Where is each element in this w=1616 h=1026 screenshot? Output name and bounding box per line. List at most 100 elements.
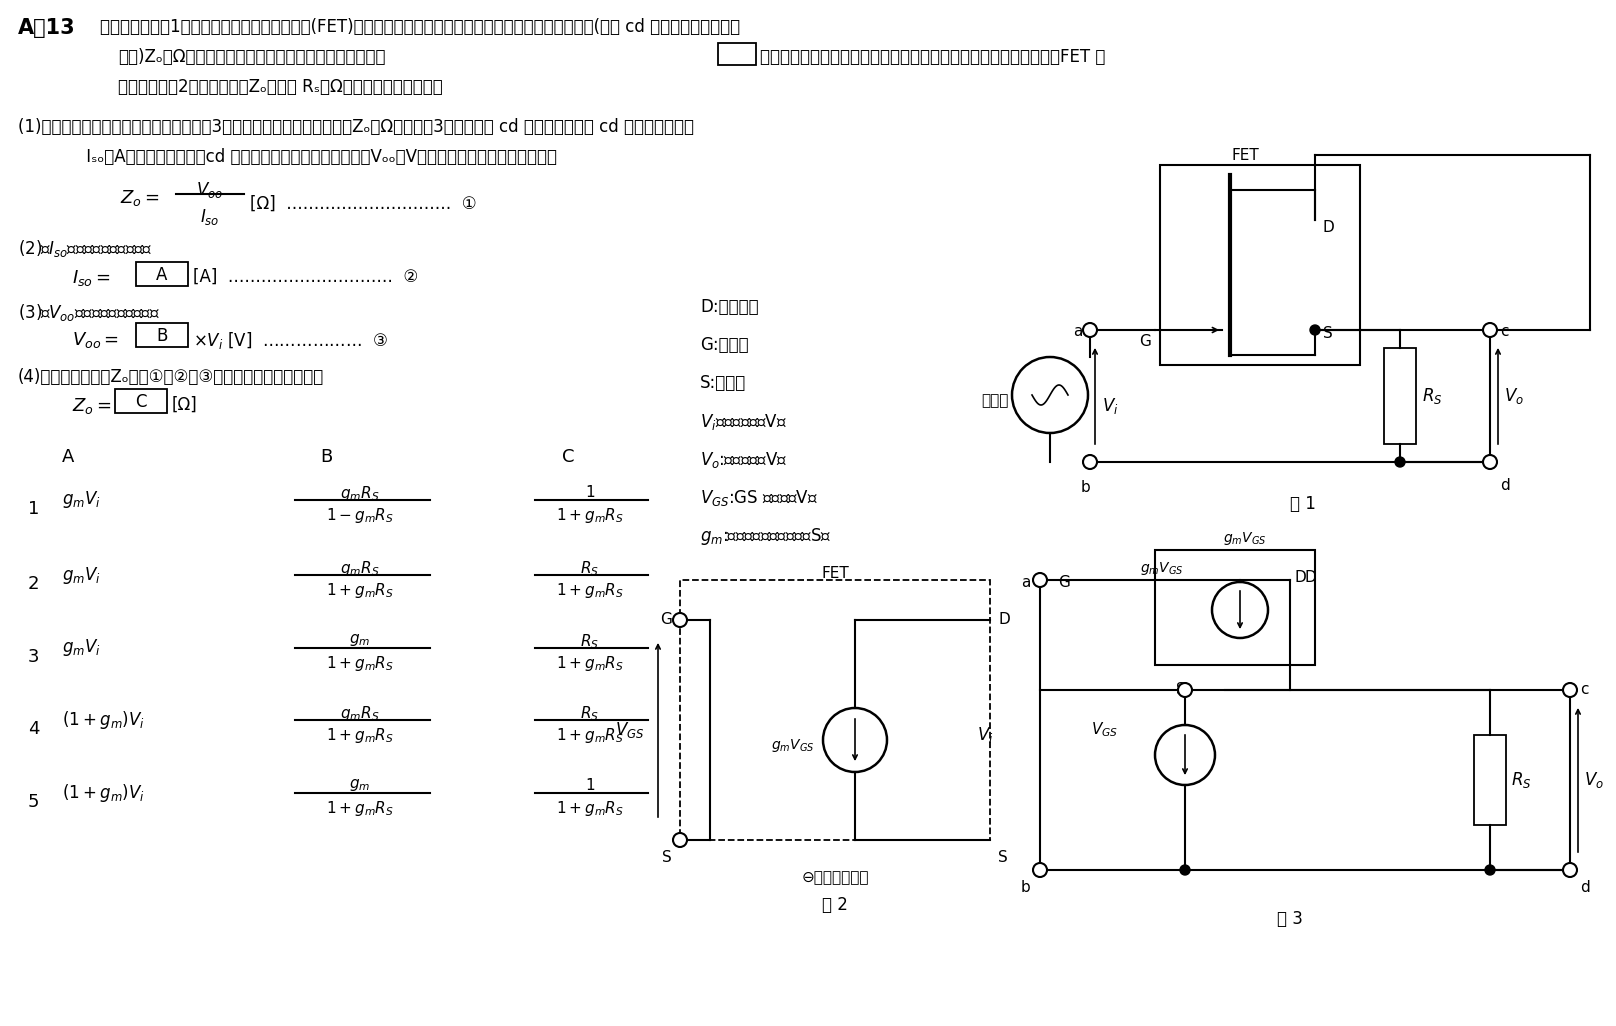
Text: [Ω]  …………………………  ①: [Ω] ………………………… ① xyxy=(250,195,477,213)
Text: $V_{GS}$:GS 間電圧［V］: $V_{GS}$:GS 間電圧［V］ xyxy=(700,488,818,508)
Text: $(1+g_m)V_i$: $(1+g_m)V_i$ xyxy=(61,709,145,731)
Text: $V_o$: $V_o$ xyxy=(1584,770,1605,790)
Text: 図 2: 図 2 xyxy=(823,896,848,914)
Text: $Z_o=$: $Z_o=$ xyxy=(73,396,112,416)
Text: D:ドレイン: D:ドレイン xyxy=(700,298,758,316)
Circle shape xyxy=(1083,455,1097,469)
Text: $1+g_m R_S$: $1+g_m R_S$ xyxy=(556,654,624,673)
Text: $V_{GS}$: $V_{GS}$ xyxy=(1091,720,1118,739)
Text: $g_m$: $g_m$ xyxy=(349,632,370,648)
Text: $V_i$: $V_i$ xyxy=(976,725,994,745)
Text: $V_{oo}$: $V_{oo}$ xyxy=(197,180,223,200)
Text: D: D xyxy=(1294,570,1307,585)
Text: A: A xyxy=(157,266,168,284)
Text: C: C xyxy=(136,393,147,411)
Text: c: c xyxy=(1580,682,1589,697)
Text: 5: 5 xyxy=(27,793,39,811)
Text: G:ゲート: G:ゲート xyxy=(700,336,748,354)
Text: $1+g_m R_S$: $1+g_m R_S$ xyxy=(326,799,394,818)
Text: C: C xyxy=(562,448,575,466)
Circle shape xyxy=(1395,457,1404,467)
Text: 信号源: 信号源 xyxy=(981,394,1008,408)
Text: A: A xyxy=(61,448,74,466)
Text: $I_{so}$: $I_{so}$ xyxy=(200,207,220,227)
Text: 2: 2 xyxy=(27,575,39,593)
Text: $V_o$: $V_o$ xyxy=(1504,386,1524,406)
Text: (4)　したがって、Zₒは式①、②、③より、次式で表される。: (4) したがって、Zₒは式①、②、③より、次式で表される。 xyxy=(18,368,325,386)
Text: a: a xyxy=(1073,324,1083,339)
Text: $I_{so}=$: $I_{so}=$ xyxy=(73,268,112,288)
Text: [Ω]: [Ω] xyxy=(171,396,197,415)
Text: $1+g_m R_S$: $1+g_m R_S$ xyxy=(556,726,624,745)
Text: FET: FET xyxy=(1231,148,1259,163)
Text: $g_m R_S$: $g_m R_S$ xyxy=(341,484,380,503)
Text: $\times V_i$ [V]  ………………  ③: $\times V_i$ [V] ……………… ③ xyxy=(192,330,388,351)
Circle shape xyxy=(1483,323,1496,337)
Circle shape xyxy=(1178,683,1193,697)
Text: 図 3: 図 3 xyxy=(1277,910,1302,928)
Text: S:ソース: S:ソース xyxy=(700,374,747,392)
Text: $g_m V_{GS}$: $g_m V_{GS}$ xyxy=(771,737,814,753)
Bar xyxy=(115,389,166,413)
Text: B: B xyxy=(320,448,333,466)
Bar xyxy=(718,43,756,65)
Text: d: d xyxy=(1580,880,1590,895)
Text: G: G xyxy=(1058,575,1070,590)
Circle shape xyxy=(1033,863,1047,877)
Text: [A]  …………………………  ②: [A] ………………………… ② xyxy=(192,268,419,286)
Text: D: D xyxy=(999,611,1010,627)
Text: A－13: A－13 xyxy=(18,18,76,38)
Circle shape xyxy=(1563,683,1577,697)
Text: $1+g_m R_S$: $1+g_m R_S$ xyxy=(556,799,624,818)
Text: S: S xyxy=(999,850,1008,865)
Text: (1)　回路を等価回路を用いて書くと、図3になる。出力インピーダンスZₒ［Ω］は、図3の出力端子 cd を短絡したとき cd に流れる電流を: (1) 回路を等価回路を用いて書くと、図3になる。出力インピーダンスZₒ［Ω］は… xyxy=(18,118,693,136)
Text: ンス)Zₒ［Ω］を求める過程について述べたものである。: ンス)Zₒ［Ω］を求める過程について述べたものである。 xyxy=(118,48,386,66)
Text: 内に入れるべき字句の正しい組合せを下の番号から選べ。ただし、FET の: 内に入れるべき字句の正しい組合せを下の番号から選べ。ただし、FET の xyxy=(760,48,1105,66)
Text: $1+g_m R_S$: $1+g_m R_S$ xyxy=(326,581,394,600)
Text: B: B xyxy=(157,327,168,345)
Text: S: S xyxy=(1324,326,1333,341)
Text: $1+g_m R_S$: $1+g_m R_S$ xyxy=(556,506,624,525)
Bar xyxy=(680,580,991,840)
Text: $1+g_m R_S$: $1+g_m R_S$ xyxy=(326,726,394,745)
Text: (3)　$V_{oo}$は、次式で表される。: (3) $V_{oo}$は、次式で表される。 xyxy=(18,302,160,323)
Text: $1+g_m R_S$: $1+g_m R_S$ xyxy=(326,654,394,673)
Text: S: S xyxy=(1176,682,1186,697)
Circle shape xyxy=(672,613,687,627)
Circle shape xyxy=(672,833,687,847)
Circle shape xyxy=(1033,573,1047,587)
Text: $V_i$: $V_i$ xyxy=(1102,396,1118,416)
Text: G: G xyxy=(1139,334,1151,349)
Text: $1-g_m R_S$: $1-g_m R_S$ xyxy=(326,506,394,525)
Circle shape xyxy=(1563,863,1577,877)
Circle shape xyxy=(1485,865,1495,875)
Bar xyxy=(1160,165,1361,365)
Text: b: b xyxy=(1020,880,1029,895)
Text: c: c xyxy=(1500,324,1508,339)
Text: $1$: $1$ xyxy=(585,484,595,500)
Text: D: D xyxy=(1306,570,1317,585)
Text: D: D xyxy=(1324,220,1335,235)
Text: ⊖：理想電流源: ⊖：理想電流源 xyxy=(802,870,869,885)
Text: $g_m$: $g_m$ xyxy=(349,777,370,793)
Text: $R_S$: $R_S$ xyxy=(580,559,600,578)
Text: $g_m R_S$: $g_m R_S$ xyxy=(341,704,380,723)
Text: $Z_o=$: $Z_o=$ xyxy=(120,188,160,208)
Bar xyxy=(136,262,187,286)
Text: 3: 3 xyxy=(27,648,39,666)
Text: $V_{oo}=$: $V_{oo}=$ xyxy=(73,330,120,350)
Text: G: G xyxy=(659,611,672,627)
Text: $R_S$: $R_S$ xyxy=(580,632,600,650)
Text: d: d xyxy=(1500,478,1509,494)
Text: $R_S$: $R_S$ xyxy=(1422,386,1443,406)
Text: (2)　$I_{so}$は、次式で表される。: (2) $I_{so}$は、次式で表される。 xyxy=(18,238,152,259)
Text: $g_m V_{GS}$: $g_m V_{GS}$ xyxy=(1139,560,1183,577)
Text: $V_i$：入力電圧［V］: $V_i$：入力電圧［V］ xyxy=(700,412,787,432)
Text: $g_m V_i$: $g_m V_i$ xyxy=(61,489,100,511)
Text: $g_m V_{GS}$: $g_m V_{GS}$ xyxy=(1223,530,1267,547)
Bar xyxy=(1155,550,1315,665)
Text: $g_m V_i$: $g_m V_i$ xyxy=(61,564,100,586)
Text: $g_m V_i$: $g_m V_i$ xyxy=(61,637,100,659)
Text: $V_{GS}$: $V_{GS}$ xyxy=(616,720,645,740)
Text: 4: 4 xyxy=(27,720,39,738)
